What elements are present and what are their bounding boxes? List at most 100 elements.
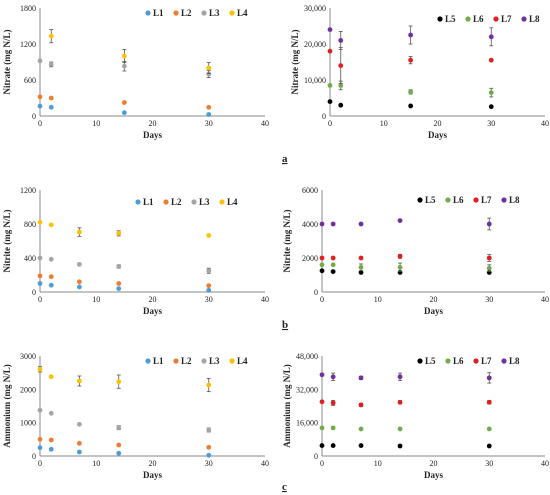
data-point-l1	[116, 286, 122, 291]
data-point-l3	[37, 255, 43, 261]
data-point-l3	[76, 261, 82, 267]
legend-marker-l4	[229, 358, 235, 364]
legend-marker-l3	[201, 358, 207, 364]
x-tick-label: 20	[149, 459, 157, 468]
legend-label-l5: L5	[425, 195, 436, 205]
legend-label-l2: L2	[181, 8, 192, 18]
data-point-l8	[338, 38, 344, 43]
y-axis-title: Nitrite (mg N/L)	[2, 210, 12, 273]
data-point-l1	[206, 112, 212, 117]
legend-marker-l5	[437, 16, 443, 22]
data-point-l1	[76, 449, 82, 455]
x-tick-label: 10	[92, 119, 100, 128]
data-point-l2	[37, 436, 43, 442]
data-point-l7	[319, 399, 325, 405]
data-point-l7	[330, 400, 336, 406]
legend-marker-l1	[145, 10, 151, 16]
data-point-l8	[319, 221, 325, 227]
legend-label-l6: L6	[453, 195, 464, 205]
data-point-l5	[319, 443, 325, 448]
x-axis-title: Days	[428, 130, 447, 140]
data-point-l3	[206, 71, 212, 77]
data-point-l1	[37, 445, 43, 451]
x-tick-label: 10	[374, 459, 382, 468]
y-axis-title: Ammonium (mg N/L)	[282, 364, 292, 448]
data-point-l8	[486, 375, 492, 381]
data-point-l7	[486, 399, 492, 405]
data-point-l6	[319, 425, 325, 431]
data-point-l3	[48, 62, 54, 67]
x-tick-label: 40	[541, 295, 549, 304]
x-tick-label: 30	[205, 119, 213, 128]
data-point-l4	[206, 233, 212, 238]
data-point-l8	[358, 375, 364, 381]
legend-label-l4: L4	[227, 197, 238, 207]
legend-marker-l3	[201, 10, 207, 16]
x-axis-title: Days	[143, 470, 162, 480]
data-point-l1	[48, 282, 54, 288]
legend-label-l4: L4	[237, 356, 248, 366]
data-point-l4	[76, 229, 82, 235]
y-tick-label: 1200	[20, 186, 36, 195]
data-point-l1	[48, 446, 54, 452]
data-point-l7	[408, 57, 414, 63]
data-point-l8	[408, 32, 414, 38]
legend-label-l3: L3	[209, 356, 220, 366]
x-tick-label: 0	[328, 119, 332, 128]
data-point-l6	[486, 426, 492, 432]
legend-marker-l2	[163, 199, 169, 205]
data-point-l7	[330, 255, 336, 261]
x-axis-title: Days	[424, 470, 443, 480]
chart-nitrite-l5-l8: 0 10 20 30 40 0 2000 4000 6000 Days Nitrite (mg N/…	[282, 186, 549, 316]
y-tick-label: 1800	[20, 4, 36, 13]
legend-label-l7: L7	[481, 356, 492, 366]
legend-marker-l5	[417, 358, 423, 364]
data-point-l3	[116, 264, 122, 269]
data-point-l3	[116, 425, 122, 431]
x-tick-label: 10	[92, 295, 100, 304]
legend-label-l1: L1	[153, 356, 164, 366]
data-point-l8	[397, 218, 403, 224]
data-point-l6	[397, 264, 403, 270]
y-tick-label: 1000	[20, 419, 36, 428]
data-point-l7	[327, 48, 333, 54]
legend-label-l2: L2	[171, 197, 182, 207]
legend-marker-l4	[219, 199, 225, 205]
legend-marker-l6	[445, 197, 451, 203]
legend-marker-l8	[501, 197, 507, 203]
data-point-l5	[486, 443, 492, 449]
data-point-l2	[48, 95, 54, 101]
data-point-l3	[37, 58, 43, 64]
data-point-l7	[397, 399, 403, 405]
legend-marker-l6	[445, 358, 451, 364]
y-tick-label: 48,000	[296, 352, 318, 361]
data-point-l8	[486, 221, 492, 227]
legend-label-l1: L1	[153, 8, 164, 18]
legend-label-l1: L1	[143, 197, 154, 207]
y-tick-label: 2000	[302, 254, 318, 263]
y-tick-label: 2000	[20, 385, 36, 394]
x-tick-label: 20	[430, 459, 438, 468]
data-point-l1	[121, 110, 127, 116]
x-tick-label: 10	[92, 459, 100, 468]
y-tick-label: 4000	[302, 220, 318, 229]
data-point-l7	[338, 63, 344, 68]
x-axis-title: Days	[143, 306, 162, 316]
data-point-l1	[206, 287, 212, 293]
y-tick-label: 6000	[302, 186, 318, 195]
panel-label-c: c	[282, 481, 287, 493]
data-point-l6	[358, 426, 364, 432]
data-point-l2	[206, 444, 212, 450]
x-tick-label: 0	[320, 295, 324, 304]
x-tick-label: 0	[38, 459, 42, 468]
x-tick-label: 0	[38, 119, 42, 128]
x-tick-label: 40	[541, 119, 549, 128]
x-tick-label: 30	[485, 295, 493, 304]
x-tick-label: 30	[485, 459, 493, 468]
legend-label-l4: L4	[237, 8, 248, 18]
data-point-l2	[48, 274, 54, 280]
y-tick-label: 3000	[20, 352, 36, 361]
data-point-l3	[206, 268, 212, 274]
data-point-l2	[116, 281, 122, 286]
legend-marker-l3	[191, 199, 197, 205]
